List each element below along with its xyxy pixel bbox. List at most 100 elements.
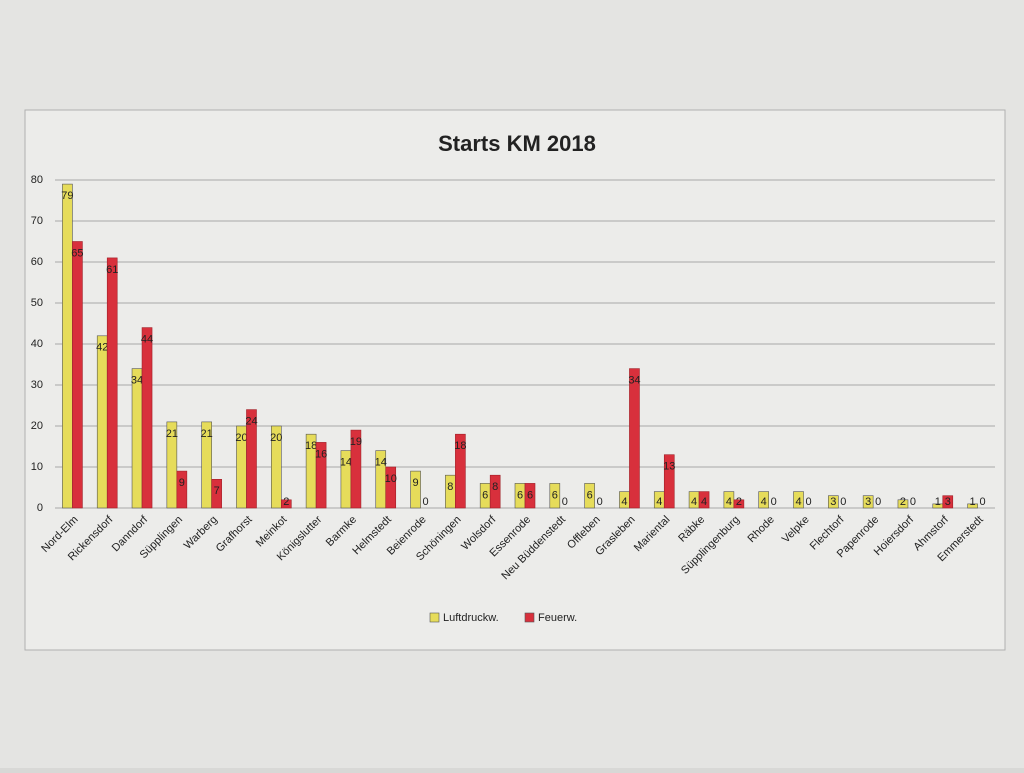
data-label: 1 [935,496,941,508]
data-label: 4 [701,496,707,508]
data-label: 24 [245,416,257,428]
bar [201,421,212,509]
data-label: 7 [214,485,220,497]
data-label: 6 [517,489,523,501]
data-label: 0 [805,496,811,508]
bar [663,454,675,509]
data-label: 6 [552,489,558,501]
y-tick-label: 50 [31,297,43,309]
bar [524,483,536,509]
data-label: 44 [141,334,153,346]
data-label: 0 [980,496,986,508]
data-label: 14 [340,457,352,469]
bar [315,442,327,509]
data-label: 61 [106,264,118,276]
data-label: 2 [736,496,742,508]
bar [733,499,745,509]
bar [280,499,292,509]
data-label: 2 [283,496,289,508]
bar [96,335,108,509]
data-label: 3 [865,496,871,508]
bar [72,241,83,509]
y-tick-label: 70 [31,215,43,227]
data-label: 1 [970,496,976,508]
data-label: 18 [454,440,466,452]
data-label: 13 [663,461,675,473]
data-label: 20 [235,432,247,444]
bar [385,466,397,509]
data-label: 4 [691,496,697,508]
data-label: 18 [305,440,317,452]
legend-swatch [524,612,535,623]
data-label: 21 [166,428,178,440]
bar [489,474,501,509]
bar [629,368,640,509]
data-label: 0 [910,496,916,508]
bar [166,421,178,509]
data-label: 6 [527,489,533,501]
bar [176,470,188,509]
bar [549,483,561,509]
data-label: 3 [945,496,951,508]
data-label: 8 [447,481,453,493]
data-label: 0 [771,496,777,508]
bar [455,433,466,509]
legend-swatch [429,612,440,623]
data-label: 79 [61,190,73,202]
data-label: 20 [270,432,282,444]
bar [942,495,954,509]
bar [350,429,362,509]
data-label: 8 [492,481,498,493]
y-tick-label: 30 [31,379,43,391]
data-label: 3 [830,496,836,508]
data-label: 65 [71,247,83,259]
data-label: 34 [628,375,640,387]
y-tick-label: 10 [31,461,43,473]
bar [828,495,839,509]
y-tick-label: 40 [31,338,43,350]
chart-title: Starts KM 2018 [438,131,596,156]
y-tick-label: 60 [31,256,43,268]
data-label: 0 [562,496,568,508]
data-label: 0 [597,496,603,508]
data-label: 0 [875,496,881,508]
data-label: 2 [900,496,906,508]
data-label: 4 [656,496,662,508]
data-label: 4 [621,496,627,508]
bar [270,425,282,509]
data-label: 0 [840,496,846,508]
data-label: 42 [96,342,108,354]
legend-label: Feuerw. [538,612,577,624]
legend-label: Luftdruckw. [443,612,499,624]
bar [967,503,978,509]
data-label: 21 [201,428,213,440]
data-label: 4 [761,496,767,508]
bar [211,478,222,509]
bar [141,327,153,509]
bar [410,470,421,509]
data-label: 10 [385,473,397,485]
bar [584,483,595,509]
bar [246,409,257,509]
data-label: 9 [179,477,185,489]
y-tick-label: 0 [37,502,43,514]
bar [758,491,770,509]
data-label: 4 [726,496,732,508]
data-label: 6 [587,489,593,501]
data-label: 34 [131,375,143,387]
bar [793,491,804,509]
data-label: 0 [422,496,428,508]
y-tick-label: 80 [31,174,43,186]
bar [131,368,143,509]
data-label: 19 [350,436,362,448]
chart-frame [24,109,1006,651]
y-tick-label: 20 [31,420,43,432]
bar [106,257,118,509]
bar [897,499,909,509]
data-label: 4 [795,496,801,508]
data-label: 16 [315,448,327,460]
bar [698,491,710,509]
bar [62,183,73,509]
